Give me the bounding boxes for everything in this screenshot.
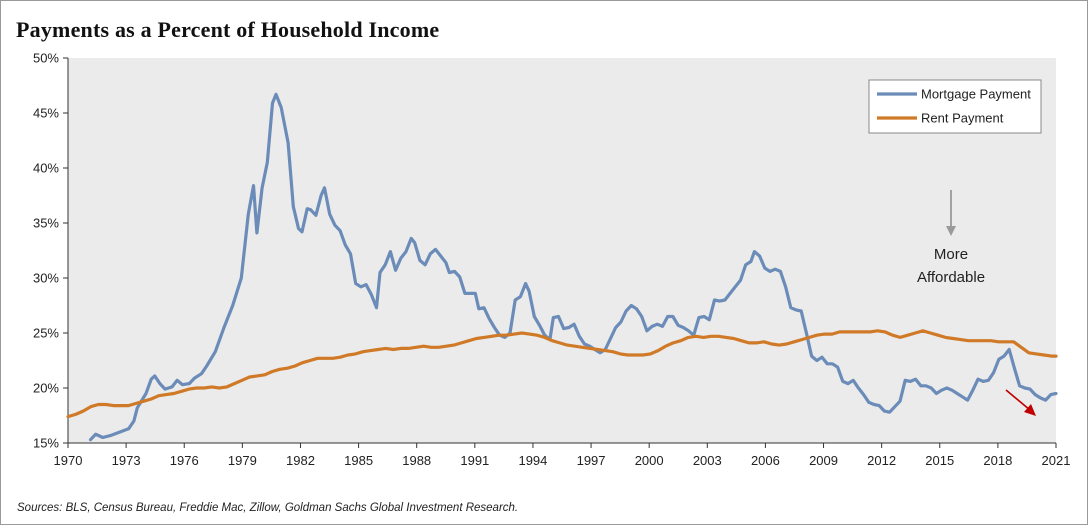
x-tick-label: 2015 <box>925 453 954 468</box>
x-tick-label: 1970 <box>54 453 83 468</box>
x-tick-label: 1973 <box>112 453 141 468</box>
x-tick-label: 1991 <box>460 453 489 468</box>
x-tick-label: 2000 <box>635 453 664 468</box>
y-tick-label: 15% <box>33 436 59 451</box>
y-tick-label: 45% <box>33 106 59 121</box>
chart-title: Payments as a Percent of Household Incom… <box>16 17 440 42</box>
x-tick-label: 1997 <box>577 453 606 468</box>
x-tick-label: 1982 <box>286 453 315 468</box>
x-tick-label: 1976 <box>170 453 199 468</box>
x-tick-label: 2018 <box>983 453 1012 468</box>
x-tick-label: 2012 <box>867 453 896 468</box>
y-tick-label: 40% <box>33 161 59 176</box>
more-affordable-arrowhead <box>946 226 956 236</box>
legend-box <box>868 79 1042 134</box>
x-tick-label: 2003 <box>693 453 722 468</box>
x-tick-label: 1985 <box>344 453 373 468</box>
y-tick-label: 30% <box>33 271 59 286</box>
red-arrow-head <box>1024 404 1036 416</box>
series-line-rent-payment <box>66 329 1058 419</box>
x-tick-label: 2006 <box>751 453 780 468</box>
source-note: Sources: BLS, Census Bureau, Freddie Mac… <box>17 502 519 514</box>
x-tick-label: 1979 <box>228 453 257 468</box>
annotation-text: More <box>934 246 968 263</box>
x-tick-label: 2009 <box>809 453 838 468</box>
y-tick-label: 35% <box>33 216 59 231</box>
legend-label: Mortgage Payment <box>921 87 1031 102</box>
legend-label: Rent Payment <box>921 111 1004 126</box>
x-tick-label: 2021 <box>1042 453 1071 468</box>
y-tick-label: 50% <box>33 51 59 66</box>
red-arrow-shaft <box>1005 389 1031 411</box>
x-tick-label: 1988 <box>402 453 431 468</box>
series-line-mortgage-payment <box>88 92 1058 442</box>
y-tick-label: 20% <box>33 381 59 396</box>
annotation-text: Affordable <box>917 269 985 286</box>
x-tick-label: 1994 <box>518 453 547 468</box>
y-tick-label: 25% <box>33 326 59 341</box>
